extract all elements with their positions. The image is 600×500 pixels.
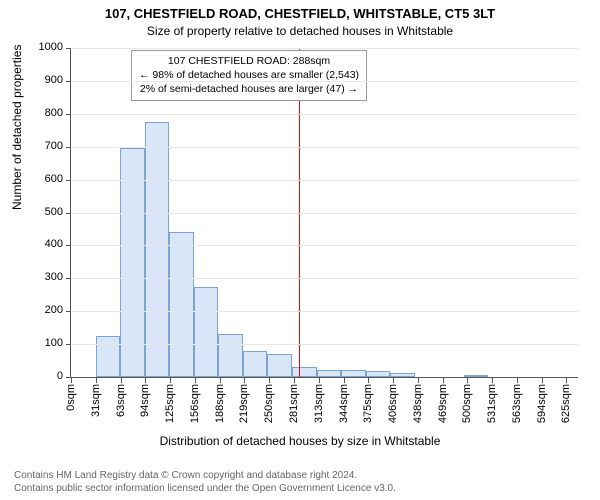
x-tick-mark (492, 378, 493, 383)
x-tick-mark (517, 378, 518, 383)
x-tick-label: 469sqm (437, 384, 449, 423)
footer-line-1: Contains HM Land Registry data © Crown c… (14, 469, 396, 482)
x-tick-label: 156sqm (189, 384, 201, 423)
x-tick-mark (220, 378, 221, 383)
histogram-bar (120, 148, 145, 377)
figure: 107, CHESTFIELD ROAD, CHESTFIELD, WHITST… (0, 0, 600, 500)
y-tick-label: 500 (45, 206, 63, 218)
y-tick-mark (66, 114, 71, 115)
x-tick-mark (244, 378, 245, 383)
chart-title-main: 107, CHESTFIELD ROAD, CHESTFIELD, WHITST… (0, 6, 600, 21)
footer-line-2: Contains public sector information licen… (14, 482, 396, 495)
x-tick-label: 313sqm (313, 384, 325, 423)
x-tick-mark (443, 378, 444, 383)
y-tick-label: 200 (45, 304, 63, 316)
histogram-bar (317, 370, 342, 377)
histogram-bar (96, 336, 121, 377)
x-tick-mark (145, 378, 146, 383)
gridline (71, 147, 578, 148)
x-tick-mark (393, 378, 394, 383)
x-tick-label: 531sqm (486, 384, 498, 423)
histogram-bar (267, 354, 292, 377)
y-tick-mark (66, 147, 71, 148)
x-tick-label: 563sqm (511, 384, 523, 423)
x-tick-label: 406sqm (387, 384, 399, 423)
gridline (71, 278, 578, 279)
annotation-box: 107 CHESTFIELD ROAD: 288sqm ← 98% of det… (131, 50, 367, 101)
gridline (71, 81, 578, 82)
y-tick-mark (66, 278, 71, 279)
y-axis-label: Number of detached properties (10, 45, 24, 210)
x-axis-label: Distribution of detached houses by size … (0, 434, 600, 448)
x-tick-mark (294, 378, 295, 383)
x-tick-mark (467, 378, 468, 383)
histogram-bar (194, 287, 219, 377)
gridline (71, 48, 578, 49)
gridline (71, 213, 578, 214)
footer-attribution: Contains HM Land Registry data © Crown c… (14, 469, 396, 495)
x-tick-label: 625sqm (560, 384, 572, 423)
histogram-bar (243, 351, 268, 377)
x-tick-label: 63sqm (115, 384, 127, 417)
y-tick-mark (66, 180, 71, 181)
histogram-bar (366, 371, 391, 377)
annotation-line-3: 2% of semi-detached houses are larger (4… (139, 82, 359, 96)
histogram-bar (292, 367, 317, 377)
x-tick-label: 438sqm (412, 384, 424, 423)
x-tick-mark (566, 378, 567, 383)
y-tick-label: 300 (45, 271, 63, 283)
x-tick-mark (542, 378, 543, 383)
histogram-bar (390, 373, 415, 377)
x-tick-label: 500sqm (461, 384, 473, 423)
x-tick-mark (418, 378, 419, 383)
histogram-bar (145, 122, 170, 377)
x-tick-label: 281sqm (288, 384, 300, 423)
x-tick-label: 0sqm (65, 384, 77, 411)
x-tick-mark (319, 378, 320, 383)
histogram-bar (169, 232, 194, 377)
y-tick-label: 600 (45, 173, 63, 185)
x-tick-label: 94sqm (139, 384, 151, 417)
x-tick-label: 125sqm (164, 384, 176, 423)
gridline (71, 114, 578, 115)
plot-area: 107 CHESTFIELD ROAD: 288sqm ← 98% of det… (70, 48, 578, 378)
histogram-bar (341, 370, 366, 377)
gridline (71, 180, 578, 181)
x-tick-mark (121, 378, 122, 383)
histogram-bar (464, 375, 489, 377)
y-tick-label: 900 (45, 74, 63, 86)
x-tick-mark (344, 378, 345, 383)
x-tick-label: 31sqm (90, 384, 102, 417)
x-tick-label: 219sqm (238, 384, 250, 423)
x-tick-mark (195, 378, 196, 383)
y-tick-mark (66, 344, 71, 345)
histogram-bar (218, 334, 243, 377)
x-tick-label: 344sqm (338, 384, 350, 423)
y-tick-label: 0 (57, 370, 63, 382)
x-tick-label: 188sqm (214, 384, 226, 423)
y-tick-label: 100 (45, 337, 63, 349)
x-tick-mark (269, 378, 270, 383)
gridline (71, 311, 578, 312)
x-tick-label: 375sqm (362, 384, 374, 423)
x-tick-label: 594sqm (536, 384, 548, 423)
x-tick-mark (96, 378, 97, 383)
y-tick-label: 1000 (39, 41, 63, 53)
x-tick-mark (71, 378, 72, 383)
y-tick-mark (66, 81, 71, 82)
y-tick-label: 800 (45, 107, 63, 119)
y-tick-mark (66, 213, 71, 214)
y-tick-mark (66, 311, 71, 312)
x-tick-label: 250sqm (263, 384, 275, 423)
y-tick-mark (66, 245, 71, 246)
y-tick-label: 400 (45, 238, 63, 250)
y-tick-mark (66, 48, 71, 49)
x-tick-mark (368, 378, 369, 383)
gridline (71, 344, 578, 345)
gridline (71, 245, 578, 246)
chart-title-sub: Size of property relative to detached ho… (0, 24, 600, 38)
y-tick-label: 700 (45, 140, 63, 152)
x-tick-mark (170, 378, 171, 383)
annotation-line-1: 107 CHESTFIELD ROAD: 288sqm (139, 54, 359, 68)
